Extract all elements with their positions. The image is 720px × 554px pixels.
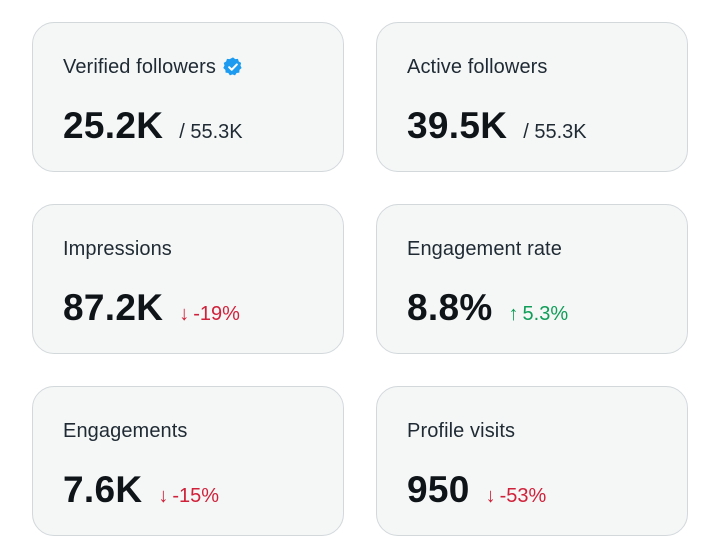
card-label-row: Engagement rate (407, 235, 562, 263)
metric-delta: ↓ -19% (179, 303, 240, 326)
card-label: Verified followers (63, 55, 216, 78)
metric-value: 950 (407, 469, 470, 510)
card-value-row: 7.6K ↓ -15% (63, 469, 219, 511)
metric-value: 8.8% (407, 287, 493, 328)
engagements-card[interactable]: Engagements 7.6K ↓ -15% (32, 386, 344, 536)
metric-value: 25.2K (63, 105, 164, 146)
active-followers-card[interactable]: Active followers 39.5K / 55.3K (376, 22, 688, 172)
card-label: Impressions (63, 237, 172, 260)
card-label-row: Active followers (407, 53, 548, 81)
arrow-down-icon: ↓ (485, 485, 496, 507)
arrow-down-icon: ↓ (158, 485, 169, 507)
card-value-row: 25.2K / 55.3K (63, 105, 243, 147)
metric-value: 87.2K (63, 287, 164, 328)
metric-value: 7.6K (63, 469, 143, 510)
metric-total: / 55.3K (179, 121, 243, 143)
metric-delta: ↓ -15% (158, 485, 219, 508)
card-value-row: 950 ↓ -53% (407, 469, 546, 511)
metric-value: 39.5K (407, 105, 508, 146)
verified-followers-card[interactable]: Verified followers 25.2K / 55.3K (32, 22, 344, 172)
card-label-row: Impressions (63, 235, 172, 263)
card-label: Profile visits (407, 419, 516, 442)
card-value-row: 39.5K / 55.3K (407, 105, 587, 147)
metric-total: / 55.3K (523, 121, 587, 143)
delta-text: -15% (172, 485, 220, 507)
card-label: Active followers (407, 55, 548, 78)
delta-text: 5.3% (522, 303, 569, 325)
delta-text: -53% (499, 485, 547, 507)
metric-delta: ↓ -53% (486, 485, 547, 508)
engagement-rate-card[interactable]: Engagement rate 8.8% ↑ 5.3% (376, 204, 688, 354)
impressions-card[interactable]: Impressions 87.2K ↓ -19% (32, 204, 344, 354)
metric-delta: ↑ 5.3% (509, 303, 569, 326)
arrow-up-icon: ↑ (508, 303, 519, 325)
profile-visits-card[interactable]: Profile visits 950 ↓ -53% (376, 386, 688, 536)
delta-text: -19% (193, 303, 240, 325)
card-label-row: Profile visits (407, 417, 515, 445)
card-label: Engagements (63, 419, 188, 442)
card-label-row: Engagements (63, 417, 188, 445)
card-label-row: Verified followers (63, 53, 244, 81)
arrow-down-icon: ↓ (179, 303, 190, 325)
card-label: Engagement rate (407, 237, 562, 260)
card-value-row: 87.2K ↓ -19% (63, 287, 240, 329)
card-value-row: 8.8% ↑ 5.3% (407, 287, 568, 329)
verified-badge-icon (222, 56, 244, 78)
